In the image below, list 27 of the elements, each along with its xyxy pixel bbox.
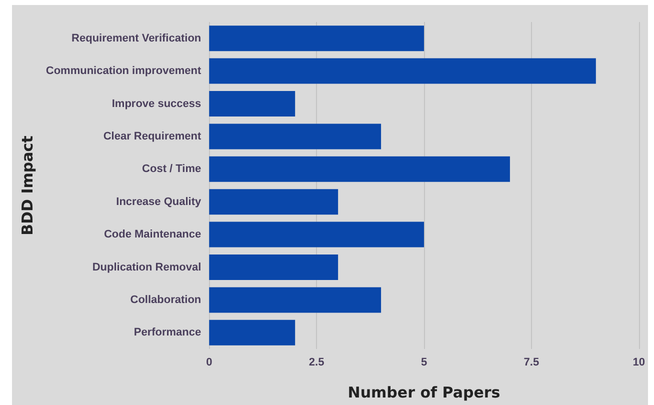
bar bbox=[209, 287, 382, 313]
bar bbox=[209, 124, 382, 150]
x-tick-label: 0 bbox=[206, 356, 212, 368]
bar bbox=[209, 90, 296, 117]
y-tick-label: Cost / Time bbox=[142, 163, 202, 176]
bar bbox=[209, 189, 338, 215]
x-tick-label: 5 bbox=[420, 356, 428, 368]
x-axis-title: Number of Papers bbox=[348, 384, 500, 402]
y-tick-label: Performance bbox=[134, 326, 202, 339]
bar bbox=[209, 254, 338, 280]
y-tick-label: Increase Quality bbox=[116, 196, 202, 208]
x-tick-label: 7.5 bbox=[524, 356, 540, 368]
y-tick-label: Collaboration bbox=[130, 294, 202, 306]
y-tick-label: Duplication Removal bbox=[92, 261, 202, 274]
bar bbox=[209, 320, 296, 346]
bar bbox=[209, 156, 510, 182]
y-tick-label: Improve success bbox=[112, 98, 202, 110]
y-tick-label: Clear Requirement bbox=[103, 130, 202, 142]
y-axis-title: BDD Impact bbox=[18, 136, 36, 236]
y-tick-label: Code Maintenance bbox=[104, 228, 202, 241]
x-tick-label: 10 bbox=[632, 356, 646, 368]
bar bbox=[209, 222, 424, 248]
y-tick-label: Requirement Verification bbox=[72, 32, 202, 44]
bar bbox=[209, 26, 424, 52]
bar bbox=[209, 58, 596, 84]
x-tick-label: 2.5 bbox=[308, 356, 324, 368]
y-tick-label: Communication improvement bbox=[46, 65, 202, 78]
